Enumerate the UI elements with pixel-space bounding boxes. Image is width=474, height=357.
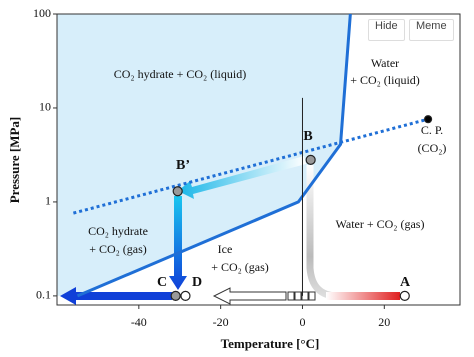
arrow-ice	[212, 287, 287, 305]
arrow-squares	[287, 291, 316, 301]
region-label: + CO₂ (gas)	[211, 260, 269, 274]
y-tick-label: 100	[33, 6, 51, 20]
arrow-a	[326, 292, 400, 300]
x-tick-label: 0	[299, 315, 305, 329]
arrow-c	[60, 287, 172, 305]
region-label: CO₂ hydrate	[88, 224, 148, 238]
region-label: (CO₂)	[418, 141, 447, 155]
button[interactable]: Hide	[368, 19, 405, 41]
point-label: D	[192, 275, 202, 290]
y-tick-label: 0.1	[36, 288, 51, 302]
point-label: B	[303, 129, 312, 144]
point	[423, 115, 433, 124]
point	[399, 290, 410, 301]
point	[170, 290, 181, 301]
process-arrows	[60, 156, 400, 305]
point-label: A	[400, 275, 411, 290]
arrow-b-bprime	[178, 156, 306, 199]
region-label: CO₂ hydrate + CO₂ (liquid)	[114, 67, 246, 81]
point	[305, 154, 316, 166]
arrow-bprime-c	[169, 196, 187, 290]
region-label: + CO₂ (gas)	[89, 242, 147, 256]
y-axis-label: Pressure [MPa]	[7, 117, 22, 204]
y-tick-label: 1	[45, 194, 51, 208]
button[interactable]: Meme	[409, 19, 454, 41]
point	[172, 186, 183, 197]
region-label: Water	[371, 56, 399, 70]
x-axis-label: Temperature [°C]	[221, 336, 320, 351]
boundary-line	[72, 117, 429, 215]
region-label: + CO₂ (liquid)	[350, 73, 420, 87]
plot-frame	[56, 13, 461, 306]
x-tick-label: -20	[213, 315, 229, 329]
region-fill	[57, 14, 351, 296]
region-label: Water + CO₂ (gas)	[336, 217, 425, 231]
point-label: C. P.	[421, 123, 443, 137]
y-tick-label: 10	[39, 100, 51, 114]
point	[180, 290, 191, 301]
region-label: Ice	[218, 242, 233, 256]
boundary-line	[76, 13, 352, 298]
point-label: B’	[176, 158, 190, 173]
x-tick-label: -40	[131, 315, 147, 329]
point-label: C	[157, 275, 167, 290]
x-tick-label: 20	[378, 315, 390, 329]
